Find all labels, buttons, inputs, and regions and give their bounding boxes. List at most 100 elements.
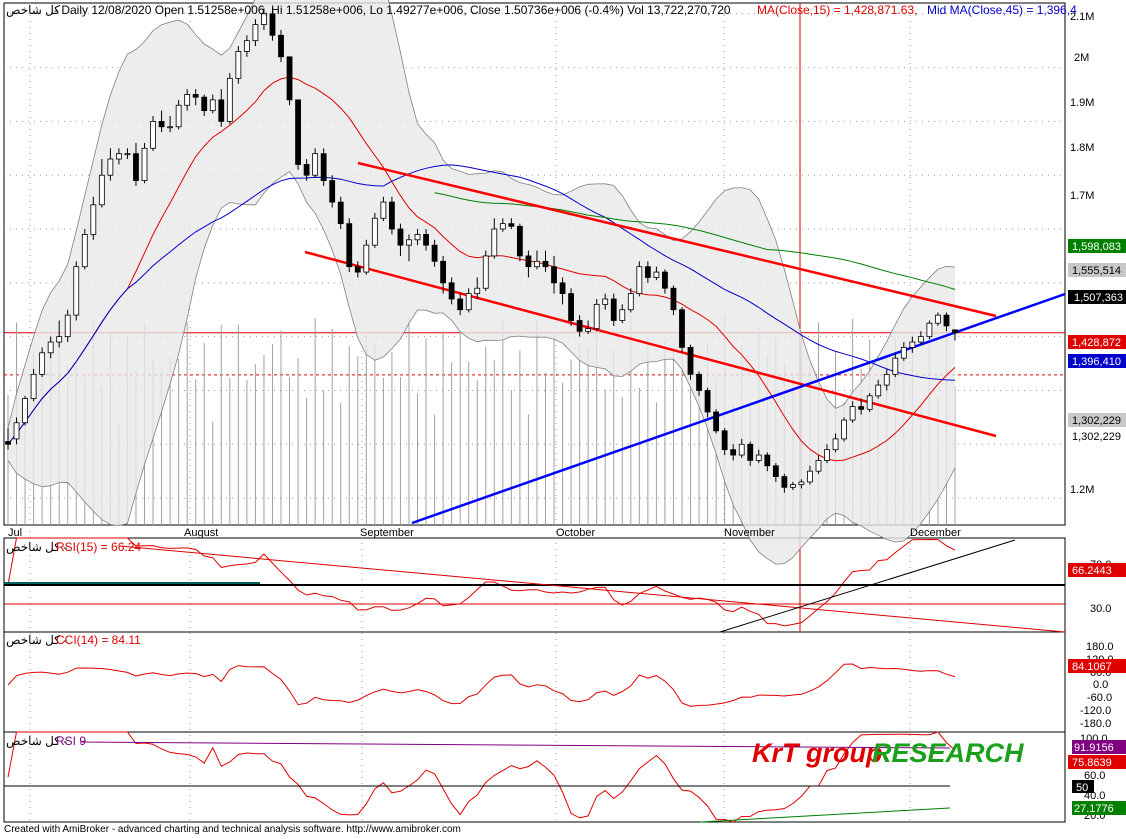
tag-ma15: 1,428,872 — [1072, 337, 1121, 349]
candle-body — [90, 204, 97, 235]
rsi9-symbol: كل شاخص - — [6, 734, 67, 748]
candle-body — [900, 347, 907, 359]
candle-body — [98, 174, 105, 206]
candle-body — [141, 147, 148, 181]
candle-body — [542, 260, 549, 268]
footer-credit: Created with AmiBroker - advanced charti… — [4, 824, 461, 835]
candle-body — [5, 441, 11, 445]
candle-body — [824, 449, 830, 461]
candle-body — [952, 329, 958, 334]
candle-body — [926, 322, 933, 338]
candle-body — [397, 228, 404, 246]
tag-ma45-bg — [1068, 354, 1126, 368]
candle-body — [431, 244, 438, 262]
rsi15-label: RSI(15) = 66.24 — [56, 540, 141, 554]
price-tick-1.8m: 1.8M — [1070, 142, 1094, 154]
candle-body — [150, 120, 156, 149]
month-september: September — [360, 527, 414, 539]
candle-body — [167, 126, 173, 129]
cci-tick-m180: -180.0 — [1080, 718, 1111, 730]
candle-body — [56, 336, 63, 343]
candle-body — [30, 373, 37, 399]
rsi9-tag1-bg — [1072, 740, 1126, 754]
ma45-line — [7, 164, 956, 445]
rsi15-tag: 66.2443 — [1072, 565, 1112, 577]
candle-body — [593, 303, 600, 329]
candle-body — [662, 271, 668, 289]
candle-body — [807, 470, 813, 483]
candle-body — [738, 443, 745, 456]
rsi9-tag3: 50 — [1076, 782, 1088, 794]
cci14-line — [7, 663, 956, 707]
candle-body — [474, 287, 481, 294]
candle-body — [849, 406, 856, 421]
candle-body — [440, 260, 447, 284]
candle-body — [781, 476, 788, 488]
candle-body — [389, 201, 395, 230]
rsi15-tick-30: 30.0 — [1090, 603, 1111, 615]
candle-body — [39, 352, 46, 375]
candle-body — [619, 309, 626, 321]
candle-body — [798, 481, 805, 486]
price-tick-1.9m: 1.9M — [1070, 97, 1094, 109]
candle-body — [551, 266, 557, 284]
candle-body — [13, 422, 20, 440]
oscillators — [4, 537, 1066, 823]
candle-body — [380, 201, 387, 219]
rsi9-line — [7, 731, 956, 823]
candle-body — [730, 449, 737, 456]
candle-body — [499, 223, 506, 230]
channel-upper — [357, 161, 997, 318]
candle-body — [107, 158, 114, 176]
header-symbol: كل شاخص — [6, 3, 60, 17]
candle-body — [47, 341, 54, 354]
candle-body — [764, 454, 771, 467]
upper-band — [7, 0, 956, 429]
candle-body — [491, 228, 498, 257]
rsi9-pane — [3, 731, 1066, 823]
candle-body — [261, 13, 267, 25]
candle-body — [755, 454, 762, 461]
candle-body — [209, 99, 216, 112]
candle-body — [704, 390, 711, 413]
rsi9-tag4: 27.1776 — [1074, 803, 1114, 815]
candle-body — [943, 314, 950, 327]
candle-body — [670, 287, 677, 311]
candle-body — [568, 293, 574, 321]
price-tick-2.1m: 2.1M — [1070, 11, 1094, 23]
candle-body — [337, 201, 344, 225]
cci14-label: CCI(14) = 84.11 — [56, 633, 141, 647]
ma15-line — [7, 76, 956, 462]
candle-body — [218, 99, 225, 122]
cci14-symbol: كل شاخص - — [6, 633, 67, 647]
candle-body — [184, 94, 191, 106]
candle-body — [320, 153, 327, 181]
cci14-tag: 84.1067 — [1072, 661, 1112, 673]
candle-body — [235, 51, 242, 79]
candle-body — [610, 298, 617, 321]
candle-body — [371, 217, 378, 246]
rsi9-tag2-bg — [1068, 755, 1126, 769]
cci14-pane — [3, 631, 1066, 733]
candles — [5, 8, 958, 493]
header-ma15: MA(Close,15) = 1,428,871.63, — [757, 3, 917, 17]
candle-body — [363, 244, 370, 273]
candle-body — [935, 314, 941, 324]
rsi15-symbol: كل شاخص - — [6, 540, 67, 554]
candle-body — [64, 314, 71, 338]
candle-body — [252, 24, 259, 42]
candle-body — [653, 271, 660, 278]
candle-body — [892, 357, 899, 375]
candle-body — [644, 266, 651, 278]
tag-long-ma: 1,598,083 — [1072, 241, 1121, 253]
candle-body — [866, 395, 873, 410]
candle-body — [883, 373, 890, 386]
rsi9-tick-60: 60.0 — [1084, 770, 1105, 782]
candle-body — [627, 293, 634, 311]
candle-body — [721, 430, 728, 451]
rsi15-up-trendline — [719, 539, 1016, 633]
tag-ma15-bg — [1068, 335, 1126, 349]
candle-body — [534, 260, 540, 268]
candle-body — [243, 40, 250, 52]
